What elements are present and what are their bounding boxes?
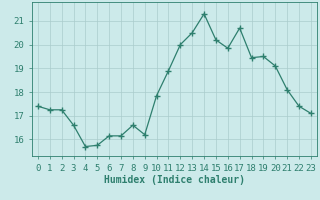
X-axis label: Humidex (Indice chaleur): Humidex (Indice chaleur): [104, 175, 245, 185]
